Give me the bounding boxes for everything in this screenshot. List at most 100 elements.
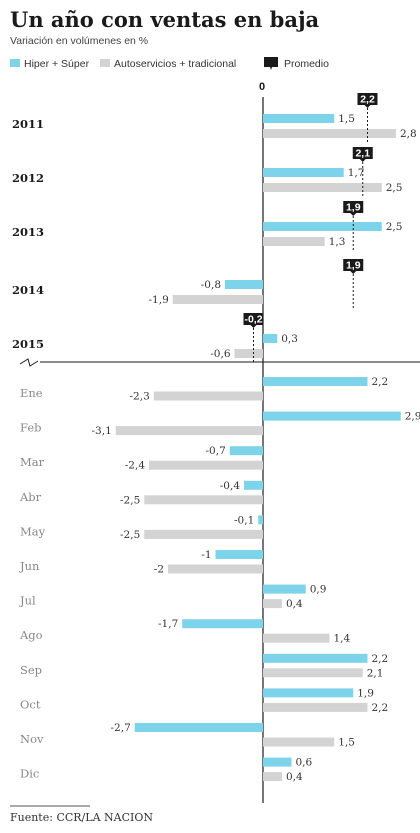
zero-label: 0 <box>259 81 265 93</box>
year-2012-auto-bar-value: 2,5 <box>386 182 403 194</box>
year-2012-hiper-bar-value: 1,7 <box>348 167 365 179</box>
month-jul-auto-bar <box>263 599 282 609</box>
year-2013-auto-bar-value: 1,3 <box>329 236 346 248</box>
month-ago-hiper-bar <box>182 619 263 629</box>
month-oct-auto-bar <box>263 702 368 712</box>
month-ene-hiper-bar <box>263 377 368 386</box>
year-2013-promedio-pointer <box>350 213 357 216</box>
year-2011-promedio-box <box>357 93 378 105</box>
year-2011-promedio-value: 2,2 <box>360 94 375 106</box>
year-2014-promedio-value: 1,9 <box>346 260 361 272</box>
month-nov-auto-bar-value: 1,5 <box>338 737 355 749</box>
monthly-bars: Ene 2,2 -2,3 Feb 2,9 -3,1 Mar -0,7 -2,4 Abr -0,4 -2… <box>19 376 420 783</box>
month-may-auto-bar-value: -2,5 <box>120 529 140 541</box>
month-nov-label: Nov <box>20 732 44 746</box>
year-2013-promedio-value: 1,9 <box>346 202 361 214</box>
year-2011-auto-bar <box>263 129 396 138</box>
year-2013-label: 2013 <box>12 225 44 239</box>
year-2014-auto-bar <box>172 295 263 304</box>
year-2015-promedio-pointer <box>250 325 257 328</box>
month-jun-hiper-bar-value: -1 <box>201 549 211 561</box>
month-feb-label: Feb <box>20 421 42 435</box>
year-2015-auto-bar <box>234 349 263 358</box>
year-2015-hiper-bar <box>263 334 278 343</box>
break-mark <box>19 358 39 367</box>
year-2015-promedio-box <box>243 313 264 325</box>
month-feb-auto-bar <box>115 426 263 436</box>
month-ago-auto-bar-value: 1,4 <box>334 633 351 645</box>
month-abr-auto-bar-value: -2,5 <box>120 494 140 506</box>
month-ago-auto-bar <box>263 633 330 643</box>
year-2013-promedio-box <box>343 201 364 213</box>
year-2014-hiper-bar <box>225 280 263 289</box>
month-mar-auto-bar <box>149 460 263 470</box>
month-ene-hiper-bar-value: 2,2 <box>372 376 389 388</box>
month-jul-hiper-bar <box>263 584 306 594</box>
year-2011-label: 2011 <box>12 117 44 131</box>
month-nov-hiper-bar <box>134 723 263 732</box>
month-dic-auto-bar-value: 0,4 <box>286 771 303 783</box>
year-2011-auto-bar-value: 2,8 <box>400 128 417 140</box>
year-2011-hiper-bar <box>263 114 335 123</box>
month-ago-label: Ago <box>19 628 43 642</box>
year-2014-hiper-bar-value: -0,8 <box>201 279 221 291</box>
month-jun-auto-bar <box>168 564 263 574</box>
chart-subtitle: Variación en volúmenes en % <box>10 35 148 47</box>
legend-swatch-hiper <box>10 59 20 67</box>
month-nov-auto-bar <box>263 737 335 747</box>
legend: Hiper + Súper Autoservicios + tradiciona… <box>10 57 329 70</box>
month-ene-auto-bar-value: -2,3 <box>130 391 150 403</box>
legend-swatch-auto <box>100 59 110 67</box>
year-2012-promedio-value: 2,1 <box>355 148 370 160</box>
month-sep-auto-bar-value: 2,1 <box>367 667 384 679</box>
legend-label-promedio: Promedio <box>284 58 329 70</box>
month-nov-hiper-bar-value: -2,7 <box>111 722 131 734</box>
month-may-auto-bar <box>144 529 263 539</box>
year-2015-label: 2015 <box>12 337 44 351</box>
month-sep-label: Sep <box>20 663 42 677</box>
month-jun-hiper-bar <box>215 550 263 559</box>
year-2011-promedio-pointer <box>364 105 371 108</box>
month-abr-hiper-bar <box>244 480 263 490</box>
month-abr-hiper-bar-value: -0,4 <box>220 480 241 492</box>
month-abr-auto-bar <box>144 495 263 505</box>
year-2015-promedio-value: -0,2 <box>244 314 262 326</box>
month-sep-hiper-bar <box>263 653 368 663</box>
month-mar-hiper-bar <box>229 446 263 456</box>
legend-label-hiper: Hiper + Súper <box>24 58 90 70</box>
year-2015-hiper-bar-value: 0,3 <box>281 333 298 345</box>
month-dic-label: Dic <box>20 767 39 781</box>
month-abr-label: Abr <box>19 490 42 504</box>
month-may-hiper-bar <box>258 515 263 525</box>
month-ene-label: Ene <box>20 386 43 400</box>
month-feb-auto-bar-value: -3,1 <box>92 425 112 437</box>
year-2014-promedio-pointer <box>350 271 357 274</box>
month-jul-label: Jul <box>19 594 36 608</box>
month-dic-hiper-bar-value: 0,6 <box>296 757 313 769</box>
year-2014-auto-bar-value: -1,9 <box>149 294 169 306</box>
month-mar-auto-bar-value: -2,4 <box>125 460 146 472</box>
month-sep-auto-bar <box>263 668 363 678</box>
month-jul-hiper-bar-value: 0,9 <box>310 584 327 596</box>
year-2012-hiper-bar <box>263 168 344 177</box>
month-dic-hiper-bar <box>263 757 292 767</box>
month-oct-auto-bar-value: 2,2 <box>372 702 389 714</box>
month-ene-auto-bar <box>153 391 263 401</box>
month-oct-hiper-bar-value: 1,9 <box>357 687 374 699</box>
year-2015-auto-bar-value: -0,6 <box>210 348 231 360</box>
month-oct-label: Oct <box>20 697 41 711</box>
month-jun-label: Jun <box>19 559 40 573</box>
month-sep-hiper-bar-value: 2,2 <box>372 653 389 665</box>
section-divider <box>19 358 420 367</box>
source-text: Fuente: CCR/LA NACION <box>10 811 153 824</box>
month-ago-hiper-bar-value: -1,7 <box>158 618 178 630</box>
month-may-hiper-bar-value: -0,1 <box>234 514 254 526</box>
year-2011-hiper-bar-value: 1,5 <box>338 113 355 125</box>
month-jul-auto-bar-value: 0,4 <box>286 598 303 610</box>
year-2012-label: 2012 <box>12 171 44 185</box>
year-2013-hiper-bar <box>263 222 382 231</box>
year-2014-promedio-box <box>343 259 364 271</box>
month-may-label: May <box>20 524 46 538</box>
